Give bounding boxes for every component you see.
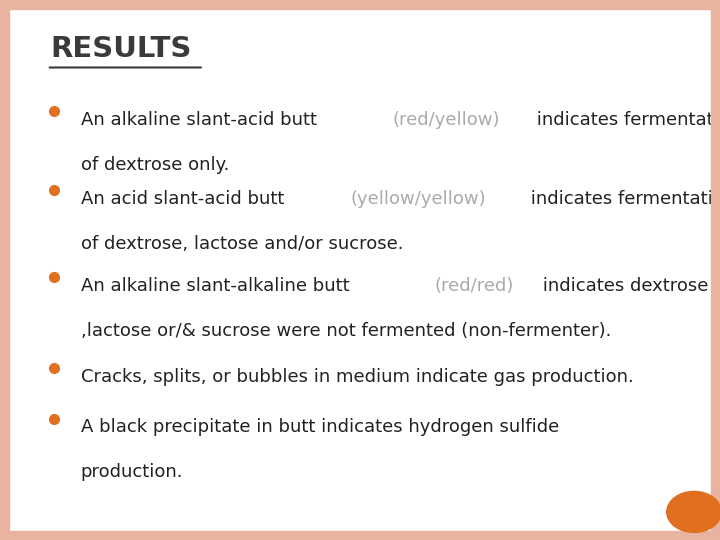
Text: ,lactose or/& sucrose were not fermented (non-fermenter).: ,lactose or/& sucrose were not fermented… xyxy=(81,322,611,340)
Text: of dextrose only.: of dextrose only. xyxy=(81,156,229,173)
Text: Cracks, splits, or bubbles in medium indicate gas production.: Cracks, splits, or bubbles in medium ind… xyxy=(81,368,634,386)
Text: indicates fermentation: indicates fermentation xyxy=(526,190,720,208)
Text: A black precipitate in butt indicates hydrogen sulfide: A black precipitate in butt indicates hy… xyxy=(81,418,559,436)
Text: An alkaline slant-acid butt: An alkaline slant-acid butt xyxy=(81,111,323,129)
Text: (red/red): (red/red) xyxy=(435,277,514,295)
Text: (yellow/yellow): (yellow/yellow) xyxy=(351,190,486,208)
Text: of dextrose, lactose and/or sucrose.: of dextrose, lactose and/or sucrose. xyxy=(81,235,403,253)
Text: An alkaline slant-alkaline butt: An alkaline slant-alkaline butt xyxy=(81,277,355,295)
Text: indicates fermentation: indicates fermentation xyxy=(531,111,720,129)
Text: An acid slant-acid butt: An acid slant-acid butt xyxy=(81,190,289,208)
Text: indicates dextrose: indicates dextrose xyxy=(537,277,708,295)
Text: production.: production. xyxy=(81,463,183,481)
Text: (red/yellow): (red/yellow) xyxy=(392,111,500,129)
Text: RESULTS: RESULTS xyxy=(50,35,192,63)
